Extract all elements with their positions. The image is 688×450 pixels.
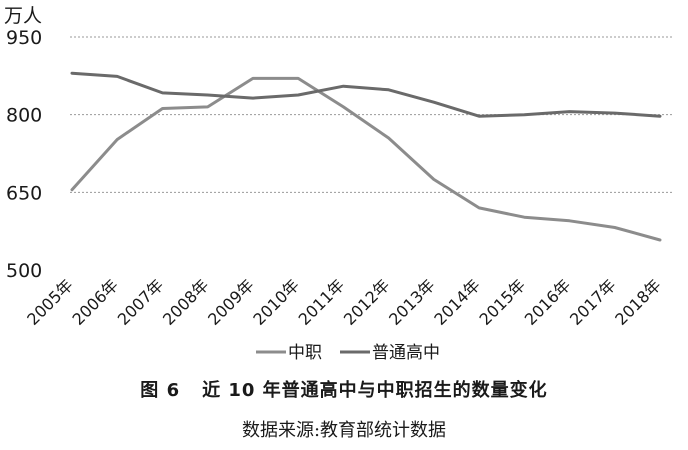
x-tick-label: 2017年 xyxy=(566,275,620,329)
y-tick-label: 800 xyxy=(6,105,42,127)
x-tick-label: 2009年 xyxy=(204,275,258,329)
legend: 中职 普通高中 xyxy=(256,343,440,363)
x-tick-label: 2006年 xyxy=(69,275,123,329)
x-tick-labels: 2005年2006年2007年2008年2009年2010年2011年2012年… xyxy=(23,275,665,329)
x-tick-label: 2010年 xyxy=(249,275,303,329)
x-tick-label: 2018年 xyxy=(611,275,665,329)
series-lines xyxy=(70,71,662,242)
x-tick-label: 2005年 xyxy=(23,275,77,329)
x-tick-label: 2011年 xyxy=(295,275,349,329)
x-tick-label: 2014年 xyxy=(430,275,484,329)
legend-label: 普通高中 xyxy=(372,343,440,363)
gridlines xyxy=(70,36,672,193)
legend-label: 中职 xyxy=(288,343,322,363)
series-line xyxy=(70,76,662,242)
x-tick-label: 2007年 xyxy=(114,275,168,329)
x-tick-label: 2008年 xyxy=(159,275,213,329)
y-axis-unit-label: 万人 xyxy=(4,5,42,27)
figure-number: 图 6 xyxy=(140,380,181,401)
y-tick-label: 950 xyxy=(6,27,42,49)
x-tick-label: 2013年 xyxy=(385,275,439,329)
line-chart: 万人 950 800 650 500 2005年2006年2007年2008年2009… xyxy=(4,5,672,363)
y-tick-label: 650 xyxy=(6,182,42,204)
figure-title-text: 近 10 年普通高中与中职招生的数量变化 xyxy=(202,380,548,401)
x-tick-label: 2016年 xyxy=(521,275,575,329)
y-tick-labels: 950 800 650 500 xyxy=(6,27,42,282)
data-source: 数据来源:教育部统计数据 xyxy=(241,420,447,441)
y-tick-label: 500 xyxy=(6,260,42,282)
series-line xyxy=(70,71,662,118)
x-tick-label: 2015年 xyxy=(476,275,530,329)
x-tick-label: 2012年 xyxy=(340,275,394,329)
figure-title: 图 6 近 10 年普通高中与中职招生的数量变化 xyxy=(0,376,688,402)
